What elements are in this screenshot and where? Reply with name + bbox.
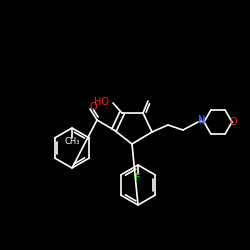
Text: N: N	[198, 115, 206, 125]
Text: O: O	[89, 102, 97, 112]
Text: CH₃: CH₃	[64, 138, 80, 146]
Text: O: O	[229, 117, 237, 127]
Text: HO: HO	[94, 97, 109, 107]
Text: N: N	[198, 118, 204, 126]
Text: F: F	[135, 173, 141, 183]
